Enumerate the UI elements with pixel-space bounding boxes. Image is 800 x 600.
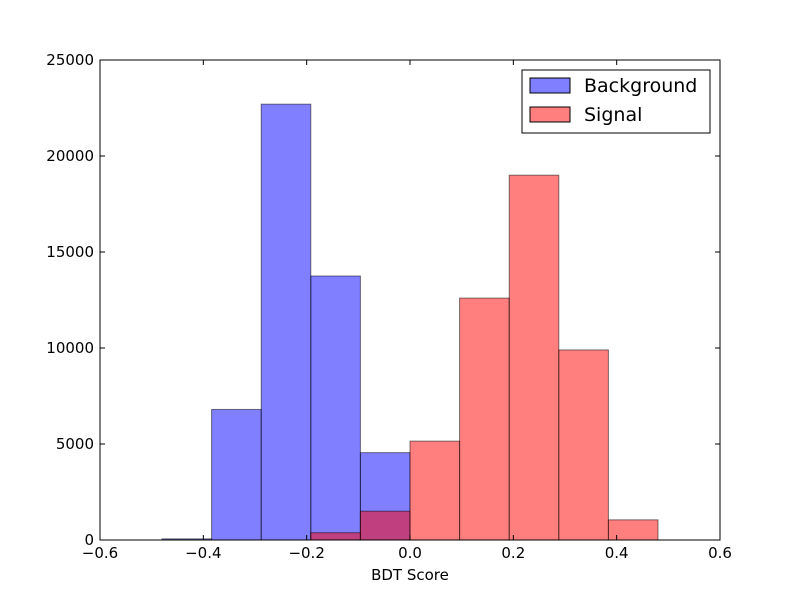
x-tick-label-6: 0.6 <box>708 544 732 562</box>
x-tick-label-4: 0.2 <box>501 544 525 562</box>
bar-signal-6 <box>459 297 510 541</box>
y-tick-label-5: 25000 <box>46 51 94 69</box>
legend-swatch-background <box>529 77 571 94</box>
bars-group <box>161 103 659 541</box>
bar-background-3 <box>310 275 361 541</box>
bar-signal-4 <box>359 510 411 541</box>
legend-label-background: Background <box>584 75 697 97</box>
x-tick-label-2: −0.2 <box>288 544 324 562</box>
x-tick-label-1: −0.4 <box>185 544 221 562</box>
x-tick-label-5: 0.4 <box>605 544 629 562</box>
bar-background-2 <box>260 103 312 541</box>
y-tick-label-1: 5000 <box>56 435 94 453</box>
bar-signal-9 <box>607 519 659 541</box>
bar-signal-3 <box>310 532 361 541</box>
x-tick-label-3: 0.0 <box>398 544 422 562</box>
bar-signal-8 <box>558 349 609 541</box>
y-tick-label-4: 20000 <box>46 147 94 165</box>
bar-signal-5 <box>409 440 461 541</box>
legend: Background Signal <box>521 69 711 134</box>
bar-background-1 <box>211 408 262 541</box>
y-tick-label-3: 15000 <box>46 243 94 261</box>
x-axis-label: BDT Score <box>371 566 449 584</box>
x-tick-label-0: −0.6 <box>82 544 118 562</box>
y-tick-label-2: 10000 <box>46 339 94 357</box>
y-tick-label-0: 0 <box>84 531 94 549</box>
ticks-group: −0.6 −0.4 −0.2 0.0 0.2 0.4 0.6 0 5000 10000 15000 2… <box>46 51 732 562</box>
bar-signal-7 <box>508 174 560 541</box>
legend-label-signal: Signal <box>584 104 642 126</box>
legend-swatch-signal <box>529 106 571 123</box>
